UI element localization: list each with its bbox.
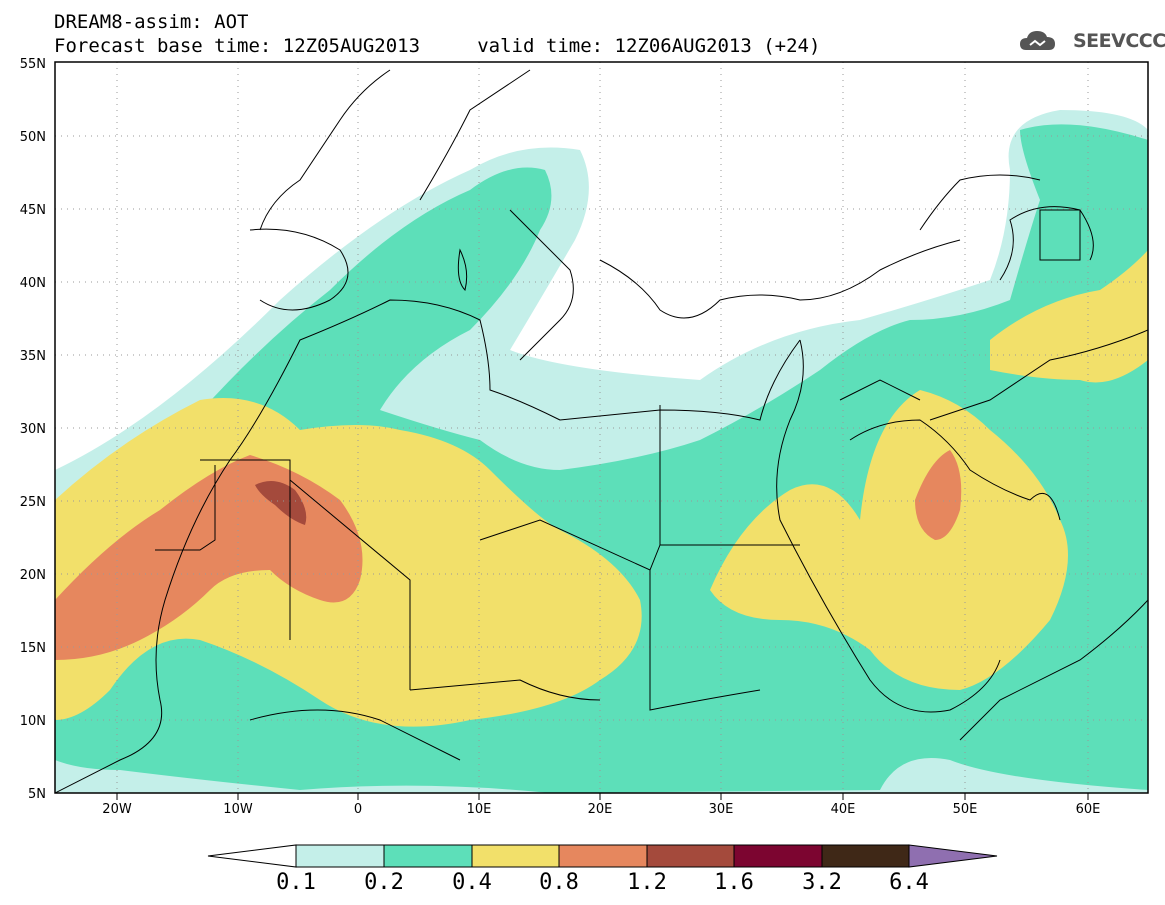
colorbar-label: 0.8 [539,870,579,895]
colorbar-label: 0.1 [276,870,316,895]
lon-tick-label: 0 [354,802,362,817]
colorbar-segment [207,844,297,868]
lon-tick-label: 50E [953,802,978,817]
lat-tick-label: 25N [20,495,46,510]
lon-tick-label: 60E [1076,802,1101,817]
colorbar-segment [821,844,910,868]
aot-band-1.2 [255,481,307,525]
lon-tick-label: 10W [223,802,253,817]
colorbar-segment [558,844,648,868]
lat-tick-label: 20N [20,568,46,583]
colorbar-label: 0.4 [452,870,492,895]
map-frame [54,61,1149,794]
colorbar-segment [908,844,998,868]
colorbar-segment [471,844,560,868]
lat-tick-label: 10N [20,714,46,729]
colorbar-label: 0.2 [364,870,404,895]
lat-tick-label: 35N [20,349,46,364]
forecast-time-line: Forecast base time: 12Z05AUG2013 valid t… [54,35,821,57]
colorbar-label: 3.2 [802,870,842,895]
lat-tick-label: 45N [20,203,46,218]
map-title: DREAM8-assim: AOT [54,11,249,33]
lon-tick-label: 30E [709,802,734,817]
lat-tick-label: 40N [20,276,46,291]
colorbar-label: 1.2 [627,870,667,895]
lat-tick-label: 30N [20,422,46,437]
colorbar-segment [733,844,823,868]
colorbar-segment [383,844,473,868]
graticule [55,62,1148,793]
colorbar [207,844,998,868]
colorbar-label: 6.4 [889,870,929,895]
colorbar-segment [646,844,735,868]
lat-tick-label: 15N [20,641,46,656]
colorbar-segment [295,844,385,868]
lon-tick-label: 10E [467,802,492,817]
aot-band-0.4-ne [990,250,1148,383]
aot-band-0.4-east [710,390,1068,690]
lat-tick-label: 50N [20,130,46,145]
logo-text: SEEVCCC [1073,30,1165,52]
colorbar-label: 1.6 [714,870,754,895]
lon-tick-label: 20W [102,802,132,817]
cloud-icon [1020,31,1055,50]
lon-tick-label: 20E [588,802,613,817]
aot-band-0.8-arabia [915,450,962,540]
lat-tick-label: 55N [20,57,46,72]
coastlines [55,69,1148,793]
lon-tick-label: 40E [831,802,856,817]
aot-contours [55,62,1148,793]
lat-tick-label: 5N [28,787,46,802]
